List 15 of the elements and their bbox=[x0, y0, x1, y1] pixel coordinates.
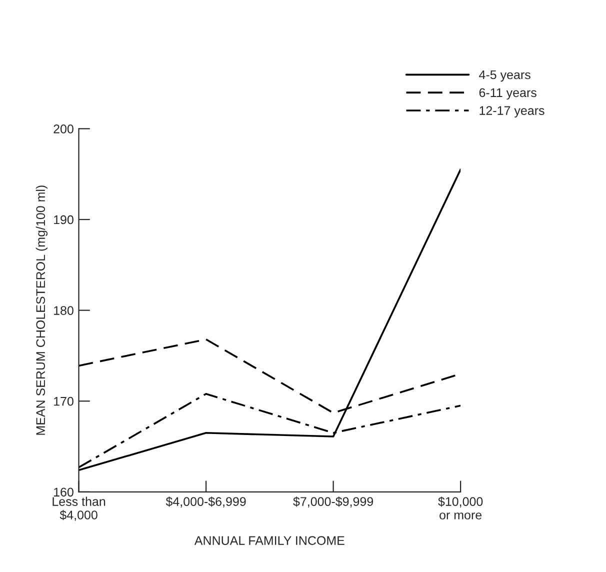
x-tick-label: $7,000-$9,999 bbox=[293, 496, 374, 508]
legend-label: 12-17 years bbox=[480, 106, 544, 118]
line-series bbox=[78, 168, 461, 472]
y-tick-label: 160 bbox=[54, 488, 74, 497]
x-tick-label: $10,000 or more bbox=[438, 496, 483, 520]
y-tick-label: 190 bbox=[54, 215, 74, 224]
legend-label: 6-11 years bbox=[479, 88, 536, 100]
x-tick-label: $4,000-$6,999 bbox=[166, 496, 246, 508]
y-tick-label: 170 bbox=[54, 396, 74, 406]
y-tick-label: 180 bbox=[54, 306, 74, 315]
y-axis-title: MEAN SERUM CHOLESTEROL (mg/100 ml) bbox=[36, 186, 48, 435]
legend-label: 4-5 years bbox=[479, 70, 530, 82]
x-axis-title: ANNUAL FAMILY INCOME bbox=[194, 536, 344, 545]
y-tick-label: 200 bbox=[54, 124, 74, 134]
x-tick-label: Less than $4,000 bbox=[52, 496, 106, 521]
